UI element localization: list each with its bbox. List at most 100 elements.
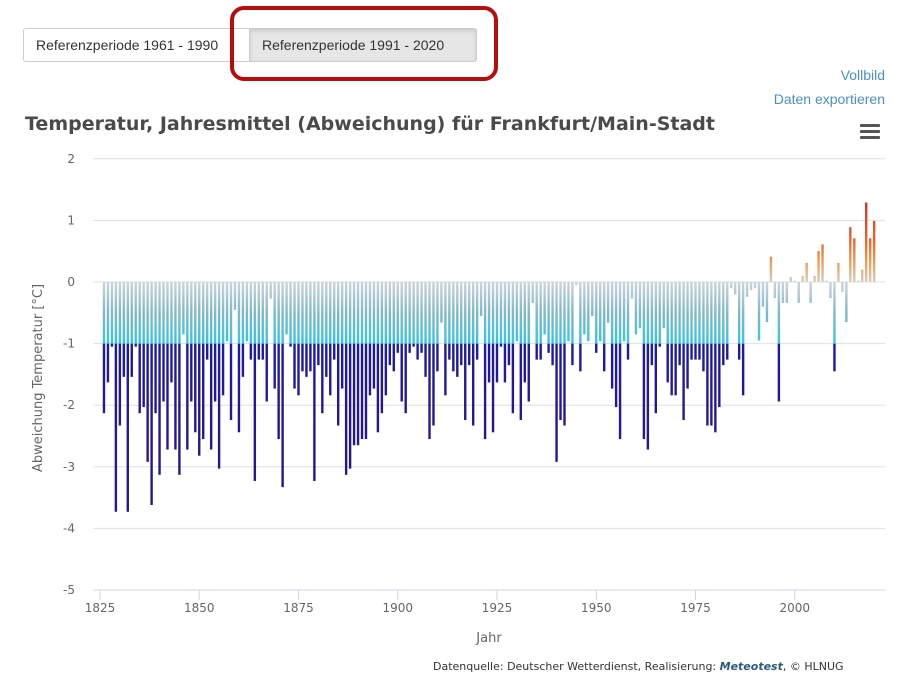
bar-1851[interactable] (202, 282, 205, 440)
bar-1833[interactable] (130, 282, 133, 377)
bar-1903[interactable] (408, 282, 411, 353)
meteotest-link[interactable]: Meteotest (719, 660, 783, 673)
bar-1931[interactable] (519, 282, 523, 420)
bar-1919[interactable] (471, 282, 475, 426)
bar-1967[interactable] (662, 282, 665, 329)
bar-1954[interactable] (610, 282, 614, 389)
bar-1866[interactable] (261, 282, 264, 360)
bar-1897[interactable] (384, 282, 388, 396)
bar-1839[interactable] (154, 282, 157, 414)
bar-1990[interactable] (753, 282, 757, 289)
bar-2013[interactable] (845, 282, 848, 323)
bar-2012[interactable] (841, 282, 844, 292)
bar-1909[interactable] (432, 282, 435, 426)
hamburger-menu-icon[interactable] (860, 124, 880, 140)
bar-1905[interactable] (416, 282, 419, 360)
bar-1982[interactable] (722, 282, 725, 366)
bar-1898[interactable] (388, 282, 392, 366)
bar-1994[interactable] (769, 256, 773, 282)
bar-1946[interactable] (579, 282, 582, 372)
bar-1860[interactable] (237, 282, 241, 433)
bar-1890[interactable] (356, 282, 360, 446)
bar-1828[interactable] (110, 282, 114, 347)
bar-1960[interactable] (634, 282, 638, 335)
bar-1852[interactable] (205, 282, 209, 360)
bar-1997[interactable] (781, 282, 785, 303)
bar-1901[interactable] (400, 282, 403, 402)
bar-1966[interactable] (658, 282, 661, 347)
bar-1889[interactable] (352, 282, 356, 446)
export-data-link[interactable]: Daten exportieren (773, 91, 885, 107)
bar-1896[interactable] (380, 282, 384, 414)
bar-1859[interactable] (233, 282, 237, 310)
fullscreen-link[interactable]: Vollbild (840, 67, 885, 83)
bar-1945[interactable] (575, 282, 578, 286)
bar-1921[interactable] (479, 282, 483, 316)
bar-1836[interactable] (142, 282, 145, 408)
bar-1958[interactable] (626, 282, 630, 360)
bar-1913[interactable] (448, 282, 451, 360)
bar-1981[interactable] (718, 282, 721, 408)
bar-1849[interactable] (194, 282, 197, 433)
bar-2004[interactable] (809, 282, 812, 303)
bar-1950[interactable] (595, 282, 598, 353)
bar-1930[interactable] (515, 282, 519, 342)
bar-2009[interactable] (829, 282, 832, 299)
bar-1923[interactable] (487, 282, 491, 383)
bar-1963[interactable] (646, 282, 650, 450)
bar-2020[interactable] (872, 221, 876, 282)
bar-1908[interactable] (428, 282, 431, 440)
bar-1826[interactable] (102, 282, 106, 414)
bar-1893[interactable] (368, 282, 372, 396)
bar-2010[interactable] (833, 282, 836, 372)
bar-1920[interactable] (475, 282, 479, 360)
bar-1845[interactable] (178, 282, 181, 475)
bar-2011[interactable] (837, 262, 840, 282)
bar-1891[interactable] (360, 282, 364, 440)
bar-1933[interactable] (527, 282, 530, 402)
bar-1999[interactable] (789, 277, 792, 282)
bar-2019[interactable] (868, 238, 872, 282)
bar-1993[interactable] (765, 282, 769, 323)
bar-1998[interactable] (785, 282, 789, 303)
bar-1855[interactable] (217, 282, 221, 469)
bar-1953[interactable] (606, 282, 610, 323)
bar-1965[interactable] (654, 282, 657, 414)
bar-1906[interactable] (420, 282, 423, 353)
bar-2014[interactable] (849, 227, 852, 282)
bar-1951[interactable] (599, 282, 602, 342)
bar-1875[interactable] (297, 282, 300, 396)
bar-1850[interactable] (198, 282, 201, 456)
bar-1940[interactable] (555, 282, 558, 462)
bar-1922[interactable] (483, 282, 487, 440)
bar-1887[interactable] (344, 282, 348, 475)
bar-1872[interactable] (285, 282, 288, 335)
bar-2003[interactable] (805, 262, 808, 282)
bar-1895[interactable] (376, 282, 380, 433)
bar-1848[interactable] (190, 282, 193, 402)
bar-1926[interactable] (499, 282, 503, 347)
bar-1924[interactable] (491, 282, 495, 433)
bar-1862[interactable] (245, 282, 249, 342)
period-1961-1990-button[interactable]: Referenzperiode 1961 - 1990 (23, 28, 250, 62)
bar-1894[interactable] (372, 282, 376, 389)
bar-1861[interactable] (241, 282, 245, 377)
bar-1975[interactable] (694, 282, 697, 360)
bar-1986[interactable] (737, 282, 741, 360)
bar-1939[interactable] (551, 282, 554, 366)
bar-1857[interactable] (225, 282, 229, 342)
bar-1881[interactable] (321, 282, 324, 414)
bar-1870[interactable] (277, 282, 280, 440)
bar-1972[interactable] (682, 282, 685, 420)
bar-1977[interactable] (702, 282, 705, 372)
bar-1969[interactable] (670, 282, 673, 396)
bar-1964[interactable] (650, 282, 654, 366)
bar-1900[interactable] (396, 282, 399, 353)
bar-1980[interactable] (714, 282, 717, 433)
bar-1834[interactable] (134, 282, 137, 347)
bar-1929[interactable] (511, 282, 515, 414)
bar-2017[interactable] (861, 269, 864, 282)
bar-1867[interactable] (265, 282, 268, 402)
bar-1840[interactable] (158, 282, 161, 475)
bar-1842[interactable] (166, 282, 169, 450)
